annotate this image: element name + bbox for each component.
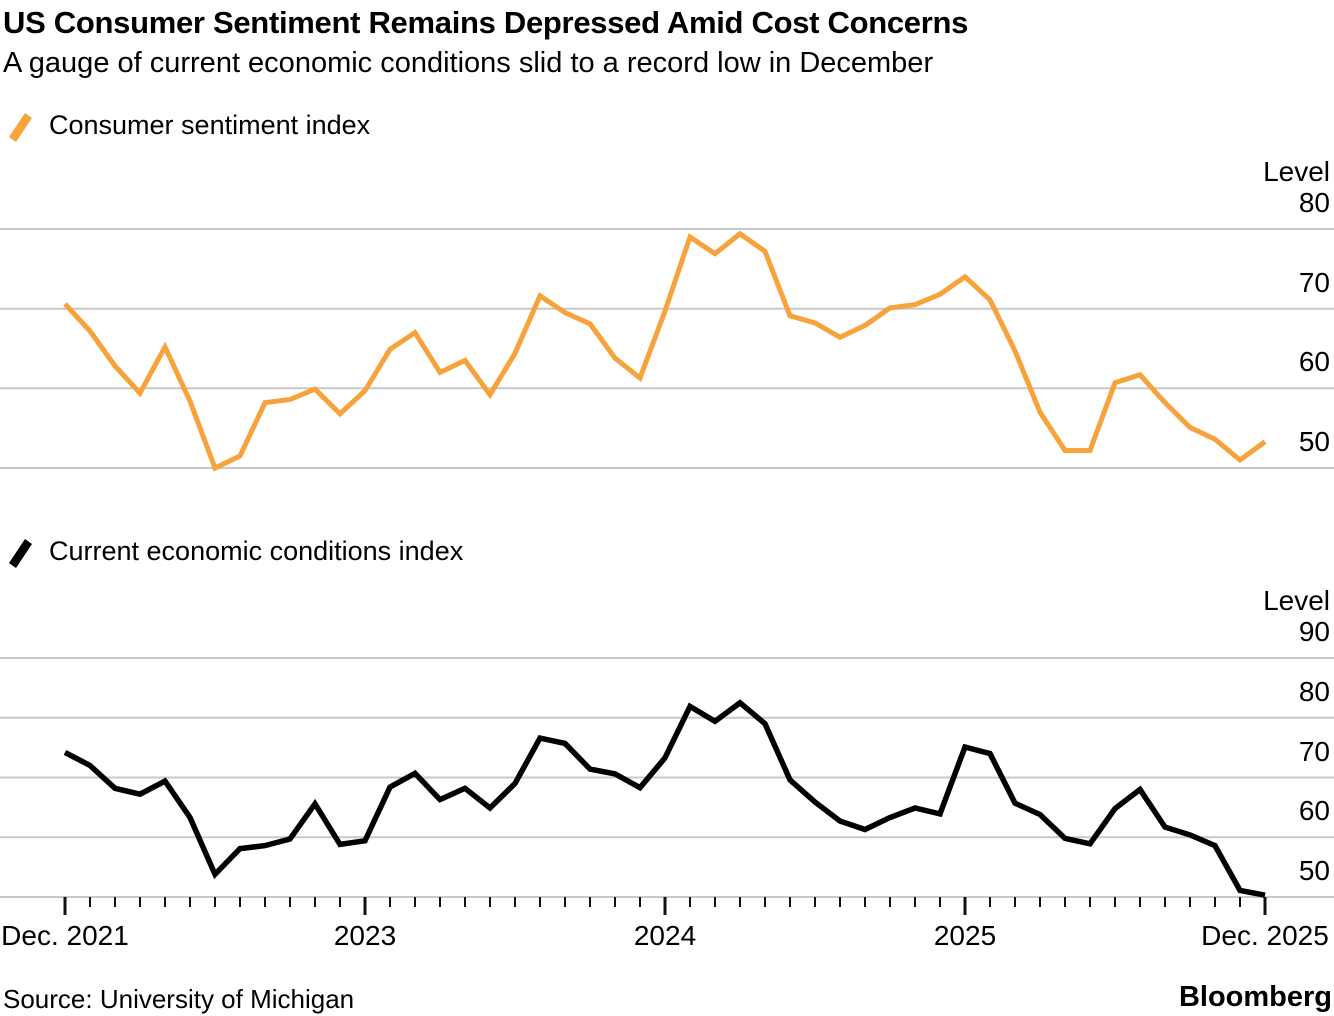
y-tick-label: 80 (1298, 675, 1330, 707)
orange-slash-legend-icon (9, 113, 32, 142)
x-tick-label: Dec. 2025 (1201, 920, 1329, 951)
y-axis-title: Level (1263, 155, 1330, 187)
y-tick-label: 80 (1298, 186, 1330, 218)
source-note: Source: University of Michigan (3, 984, 355, 1014)
page-subtitle: A gauge of current economic conditions s… (3, 47, 934, 79)
y-tick-label: 50 (1298, 426, 1330, 457)
black-slash-legend-icon (9, 539, 32, 568)
legend-consumer-sentiment: Consumer sentiment index (6, 108, 370, 142)
y-axis-title: Level (1263, 585, 1330, 616)
y-tick-label: 50 (1298, 855, 1330, 886)
x-tick-label: 2024 (633, 920, 697, 951)
page-title: US Consumer Sentiment Remains Depressed … (3, 5, 969, 40)
sentiment-line (63, 230, 1267, 472)
x-tick-label: 2023 (333, 920, 397, 951)
y-tick-label: 70 (1298, 266, 1330, 298)
y-tick-label: 90 (1298, 616, 1330, 647)
legend-current-conditions: Current economic conditions index (6, 534, 463, 568)
x-tick-label: Dec. 2021 (1, 920, 129, 951)
x-tick-label: 2025 (933, 920, 997, 951)
bloomberg-logo: Bloomberg (1178, 981, 1332, 1013)
y-tick-label: 60 (1298, 346, 1330, 378)
y-tick-label: 70 (1298, 735, 1330, 767)
legend-label-consumer-sentiment: Consumer sentiment index (49, 109, 371, 140)
conditions-line (63, 699, 1266, 898)
legend-label-current-conditions: Current economic conditions index (49, 535, 464, 566)
y-tick-label: 60 (1298, 795, 1330, 827)
